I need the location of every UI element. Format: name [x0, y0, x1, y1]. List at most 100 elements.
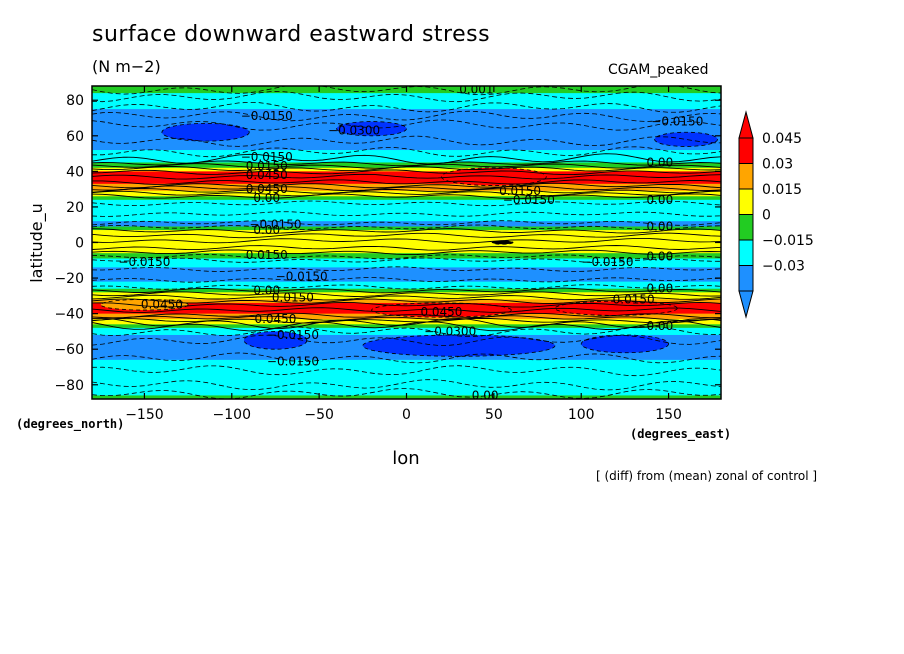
contour-label: 0.0450	[246, 182, 288, 196]
contour-label: −0.0150	[267, 328, 319, 342]
y-tick-label: 40	[66, 164, 84, 180]
model-label: CGAM_peaked	[608, 62, 709, 78]
contour-line	[92, 237, 721, 244]
contour-blob	[491, 240, 514, 245]
contour-line	[92, 200, 721, 207]
contour-label: 0.00	[646, 282, 673, 296]
y-tick-label: 0	[75, 236, 84, 252]
contour-line	[92, 86, 721, 96]
colorbar-swatch	[738, 163, 754, 190]
contour-line	[92, 146, 721, 158]
contour-line	[92, 173, 721, 180]
contour-line	[92, 224, 721, 231]
contour-label: 0.001	[459, 83, 493, 97]
colorbar-swatch	[738, 137, 754, 164]
contour-line	[92, 91, 721, 103]
contour-band	[92, 281, 721, 290]
y-tick-label: −80	[54, 378, 84, 394]
contour-line	[92, 193, 721, 200]
contour-line	[92, 228, 721, 234]
contour-line	[92, 182, 721, 189]
contour-line	[92, 190, 721, 197]
contour-label: 0.00	[646, 219, 673, 233]
contour-line	[92, 220, 721, 226]
contour-band	[92, 93, 721, 110]
contour-label: −0.0150	[241, 150, 293, 164]
contour-line	[92, 284, 721, 290]
contour-blob	[371, 302, 512, 318]
contour-label: 0.00	[646, 250, 673, 264]
x-axis: −150 −100 −50 0 50 100 150	[125, 86, 682, 423]
colorbar-arrow-top	[738, 110, 754, 139]
contour-line	[92, 232, 721, 239]
chart-title: surface downward eastward stress	[92, 22, 491, 47]
contour-blob	[362, 334, 556, 357]
contour-line	[92, 179, 721, 185]
contour-band	[92, 199, 721, 222]
contour-line	[92, 320, 721, 332]
contour-line	[92, 307, 721, 313]
contour-line-layer	[92, 86, 721, 399]
contour-label: −0.0150	[503, 193, 555, 207]
contour-label: 0.0150	[499, 184, 541, 198]
contour-label: −0.0150	[241, 109, 293, 123]
contour-line	[92, 379, 721, 391]
contour-line	[92, 352, 721, 364]
x-tick-label: 0	[402, 407, 411, 423]
contour-band	[92, 324, 721, 329]
x-tick-label: −50	[304, 407, 334, 423]
y-axis: 80 60 40 20 0 −20 −40 −60 −80	[54, 93, 721, 394]
colorbar-label: 0.015	[762, 182, 802, 198]
contour-line	[92, 101, 721, 113]
contour-line	[92, 388, 721, 399]
x-axis-label: lon	[392, 448, 419, 469]
contour-label: −0.0300	[424, 324, 476, 338]
contour-line	[92, 119, 721, 131]
x-unit-label: (degrees_east)	[630, 427, 731, 442]
y-tick-label: −60	[54, 342, 84, 358]
y-tick-label: 80	[66, 93, 84, 109]
x-tick-label: 150	[655, 407, 682, 423]
contour-band	[92, 230, 721, 254]
contour-line	[92, 257, 721, 263]
contour-line	[92, 188, 721, 194]
contour-label: 0.0450	[420, 305, 462, 319]
contour-line	[92, 365, 721, 377]
contour-label: 0.00	[253, 191, 280, 205]
colorbar-swatch	[738, 214, 754, 241]
x-tick-label: 100	[568, 407, 595, 423]
contour-band	[92, 221, 721, 227]
contour-label: 0.0150	[272, 291, 314, 305]
contour-label: 0.0450	[254, 312, 296, 326]
colorbar-label: −0.03	[762, 259, 805, 275]
y-tick-label: −40	[54, 307, 84, 323]
difference-note: [ (diff) from (mean) zonal of control ]	[596, 469, 818, 483]
contour-line	[92, 317, 721, 330]
contour-label: −0.0150	[249, 218, 301, 232]
contour-label: 0.00	[646, 319, 673, 333]
contour-line	[92, 294, 721, 301]
contour-band	[92, 196, 721, 201]
y-tick-label: 20	[66, 200, 84, 216]
contour-line	[92, 253, 721, 260]
contour-blob	[336, 121, 407, 137]
contour-line	[92, 185, 721, 192]
contour-line	[92, 301, 721, 308]
contour-line	[92, 315, 721, 321]
contour-label: 0.0150	[246, 248, 288, 262]
colorbar-label: 0	[762, 208, 771, 224]
contour-band	[92, 288, 721, 293]
contour-label: 0.00	[253, 223, 280, 237]
y-tick-label: −20	[54, 271, 84, 287]
colorbar-label: 0.045	[762, 131, 802, 147]
contour-band	[92, 150, 721, 163]
contour-line	[92, 245, 721, 251]
contour-line	[92, 249, 721, 256]
contour-label: 0.00	[472, 388, 499, 402]
contour-label: 0.00	[253, 284, 280, 298]
contour-label: 0.0450	[141, 298, 183, 312]
contour-label: 0.00	[646, 155, 673, 169]
contour-line	[92, 160, 721, 167]
contour-line	[92, 291, 721, 297]
contour-label: −0.0150	[276, 269, 328, 283]
